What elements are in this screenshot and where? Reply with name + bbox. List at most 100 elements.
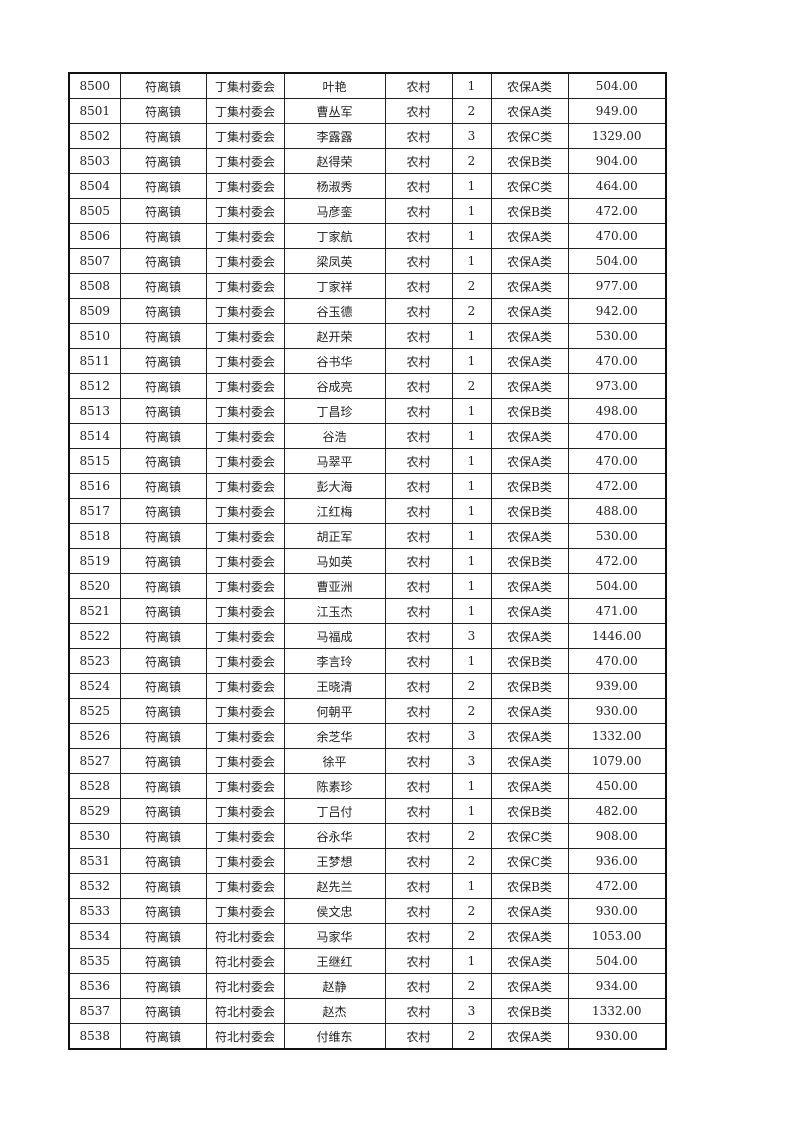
table-row: 8521 符离镇 丁集村委会 江玉杰 农村 1 农保A类 471.00 <box>68 598 667 624</box>
name-cell: 谷玉德 <box>283 298 386 324</box>
person-count-cell: 2 <box>451 273 492 299</box>
town-cell: 符离镇 <box>119 223 207 249</box>
name-cell: 谷成亮 <box>283 373 386 399</box>
name-cell: 赵先兰 <box>283 873 386 899</box>
serial-number-cell: 8523 <box>68 648 121 674</box>
amount-cell: 470.00 <box>567 448 667 474</box>
village-committee-cell: 丁集村委会 <box>205 848 285 874</box>
household-type-cell: 农村 <box>384 123 453 149</box>
name-cell: 江玉杰 <box>283 598 386 624</box>
person-count-cell: 1 <box>451 598 492 624</box>
insurance-category-cell: 农保A类 <box>490 973 569 999</box>
name-cell: 王继红 <box>283 948 386 974</box>
town-cell: 符离镇 <box>119 598 207 624</box>
town-cell: 符离镇 <box>119 423 207 449</box>
table-row: 8533 符离镇 丁集村委会 侯文忠 农村 2 农保A类 930.00 <box>68 898 667 924</box>
insurance-category-cell: 农保B类 <box>490 148 569 174</box>
town-cell: 符离镇 <box>119 698 207 724</box>
table-row: 8500 符离镇 丁集村委会 叶艳 农村 1 农保A类 504.00 <box>68 72 667 99</box>
amount-cell: 472.00 <box>567 548 667 574</box>
insurance-category-cell: 农保A类 <box>490 898 569 924</box>
household-type-cell: 农村 <box>384 598 453 624</box>
table-row: 8532 符离镇 丁集村委会 赵先兰 农村 1 农保B类 472.00 <box>68 873 667 899</box>
insurance-category-cell: 农保A类 <box>490 298 569 324</box>
village-committee-cell: 丁集村委会 <box>205 723 285 749</box>
insurance-category-cell: 农保A类 <box>490 223 569 249</box>
amount-cell: 504.00 <box>567 72 667 99</box>
insurance-category-cell: 农保A类 <box>490 248 569 274</box>
village-committee-cell: 丁集村委会 <box>205 198 285 224</box>
table-row: 8507 符离镇 丁集村委会 梁凤英 农村 1 农保A类 504.00 <box>68 248 667 274</box>
insurance-category-cell: 农保A类 <box>490 698 569 724</box>
name-cell: 李露露 <box>283 123 386 149</box>
table-row: 8526 符离镇 丁集村委会 余芝华 农村 3 农保A类 1332.00 <box>68 723 667 749</box>
person-count-cell: 3 <box>451 123 492 149</box>
town-cell: 符离镇 <box>119 298 207 324</box>
serial-number-cell: 8533 <box>68 898 121 924</box>
name-cell: 付维东 <box>283 1023 386 1050</box>
person-count-cell: 3 <box>451 623 492 649</box>
household-type-cell: 农村 <box>384 923 453 949</box>
insurance-category-cell: 农保B类 <box>490 873 569 899</box>
serial-number-cell: 8535 <box>68 948 121 974</box>
name-cell: 李言玲 <box>283 648 386 674</box>
serial-number-cell: 8526 <box>68 723 121 749</box>
insurance-category-cell: 农保B类 <box>490 548 569 574</box>
amount-cell: 472.00 <box>567 873 667 899</box>
table-row: 8515 符离镇 丁集村委会 马翠平 农村 1 农保A类 470.00 <box>68 448 667 474</box>
serial-number-cell: 8521 <box>68 598 121 624</box>
insurance-category-cell: 农保B类 <box>490 498 569 524</box>
amount-cell: 472.00 <box>567 473 667 499</box>
household-type-cell: 农村 <box>384 198 453 224</box>
table-row: 8509 符离镇 丁集村委会 谷玉德 农村 2 农保A类 942.00 <box>68 298 667 324</box>
town-cell: 符离镇 <box>119 623 207 649</box>
person-count-cell: 2 <box>451 1023 492 1050</box>
serial-number-cell: 8517 <box>68 498 121 524</box>
household-type-cell: 农村 <box>384 373 453 399</box>
table-row: 8516 符离镇 丁集村委会 彭大海 农村 1 农保B类 472.00 <box>68 473 667 499</box>
village-committee-cell: 丁集村委会 <box>205 673 285 699</box>
name-cell: 马翠平 <box>283 448 386 474</box>
town-cell: 符离镇 <box>119 398 207 424</box>
person-count-cell: 1 <box>451 448 492 474</box>
town-cell: 符离镇 <box>119 72 207 99</box>
insurance-category-cell: 农保A类 <box>490 573 569 599</box>
amount-cell: 470.00 <box>567 223 667 249</box>
household-type-cell: 农村 <box>384 398 453 424</box>
town-cell: 符离镇 <box>119 473 207 499</box>
household-type-cell: 农村 <box>384 723 453 749</box>
town-cell: 符离镇 <box>119 248 207 274</box>
person-count-cell: 1 <box>451 223 492 249</box>
household-type-cell: 农村 <box>384 698 453 724</box>
serial-number-cell: 8538 <box>68 1023 121 1050</box>
table-row: 8523 符离镇 丁集村委会 李言玲 农村 1 农保B类 470.00 <box>68 648 667 674</box>
name-cell: 王梦想 <box>283 848 386 874</box>
village-committee-cell: 丁集村委会 <box>205 748 285 774</box>
name-cell: 马彦銮 <box>283 198 386 224</box>
amount-cell: 504.00 <box>567 573 667 599</box>
household-type-cell: 农村 <box>384 448 453 474</box>
name-cell: 马福成 <box>283 623 386 649</box>
town-cell: 符离镇 <box>119 348 207 374</box>
village-committee-cell: 丁集村委会 <box>205 648 285 674</box>
insurance-category-cell: 农保A类 <box>490 598 569 624</box>
table-row: 8536 符离镇 符北村委会 赵静 农村 2 农保A类 934.00 <box>68 973 667 999</box>
table-row: 8528 符离镇 丁集村委会 陈素珍 农村 1 农保A类 450.00 <box>68 773 667 799</box>
name-cell: 何朝平 <box>283 698 386 724</box>
serial-number-cell: 8516 <box>68 473 121 499</box>
serial-number-cell: 8514 <box>68 423 121 449</box>
town-cell: 符离镇 <box>119 498 207 524</box>
person-count-cell: 3 <box>451 998 492 1024</box>
insurance-category-cell: 农保B类 <box>490 398 569 424</box>
table-row: 8506 符离镇 丁集村委会 丁家航 农村 1 农保A类 470.00 <box>68 223 667 249</box>
town-cell: 符离镇 <box>119 98 207 124</box>
amount-cell: 930.00 <box>567 698 667 724</box>
insurance-category-cell: 农保A类 <box>490 348 569 374</box>
serial-number-cell: 8520 <box>68 573 121 599</box>
village-committee-cell: 丁集村委会 <box>205 148 285 174</box>
insurance-category-cell: 农保C类 <box>490 848 569 874</box>
insurance-category-cell: 农保A类 <box>490 448 569 474</box>
insurance-category-cell: 农保A类 <box>490 923 569 949</box>
serial-number-cell: 8509 <box>68 298 121 324</box>
household-type-cell: 农村 <box>384 648 453 674</box>
